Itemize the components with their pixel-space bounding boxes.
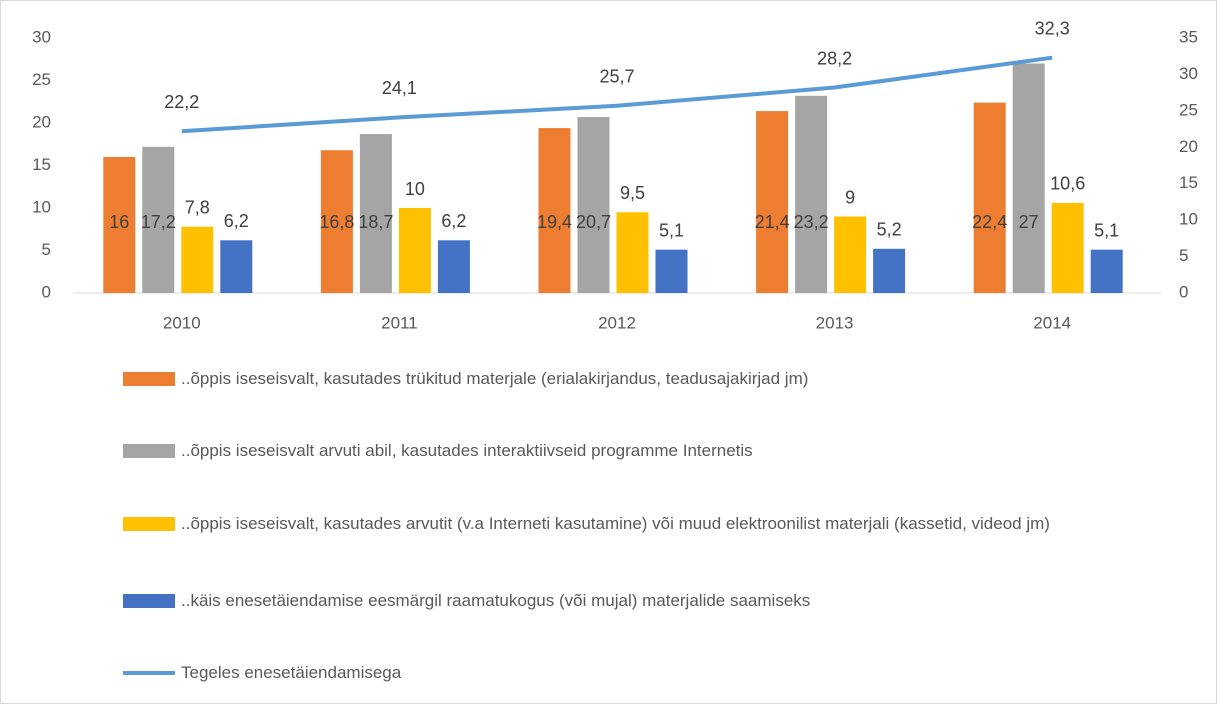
data-label: 9,5 (620, 183, 645, 203)
y-tick-label: 5 (42, 240, 51, 259)
bar (437, 240, 470, 293)
legend-label: Tegeles enesetäiendamisega (181, 663, 402, 682)
data-label: 16 (109, 212, 129, 232)
bar (398, 208, 431, 293)
bar (655, 249, 688, 293)
data-label: 16,8 (319, 212, 354, 232)
data-label: 22,2 (164, 92, 199, 112)
legend-swatch (123, 517, 175, 531)
bar (103, 157, 136, 293)
data-label: 21,4 (755, 212, 790, 232)
data-label: 5,1 (1094, 220, 1119, 240)
legend-entry: ..õppis iseseisvalt, kasutades trükitud … (123, 367, 1123, 391)
y2-tick-label: 30 (1179, 64, 1198, 83)
data-label: 9 (845, 187, 855, 207)
bar (181, 226, 214, 293)
bar (1090, 249, 1123, 293)
y-tick-label: 25 (32, 70, 51, 89)
y2-tick-label: 25 (1179, 100, 1198, 119)
legend-label: ..õppis iseseisvalt, kasutades trükitud … (181, 369, 809, 388)
plot: 0 5 10 15 20 25 30 0 5 10 15 20 25 30 35 2010 2011 2012 20… (32, 18, 1198, 332)
bar (873, 248, 906, 293)
x-tick-label: 2011 (381, 313, 418, 332)
data-label: 24,1 (382, 78, 417, 98)
data-label: 32,3 (1035, 18, 1070, 38)
bar (220, 240, 253, 293)
y2-tick-label: 35 (1179, 27, 1198, 46)
data-label: 6,2 (441, 211, 466, 231)
data-label: 10,6 (1050, 174, 1085, 194)
data-label: 10 (405, 179, 425, 199)
bar (1012, 63, 1045, 293)
y2-tick-label: 20 (1179, 137, 1198, 156)
data-label: 20,7 (576, 212, 611, 232)
legend-label: ..õppis iseseisvalt arvuti abil, kasutad… (181, 441, 753, 460)
x-tick-label: 2012 (598, 313, 636, 332)
y2-tick-label: 0 (1179, 282, 1188, 301)
data-label: 6,2 (224, 211, 249, 231)
bar (756, 111, 789, 293)
data-label: 5,2 (877, 220, 902, 240)
legend-entry: Tegeles enesetäiendamisega (123, 661, 1123, 685)
legend-entry: ..õppis iseseisvalt, kasutades arvutit (… (123, 512, 1123, 536)
y-tick-label: 20 (32, 112, 51, 131)
legend-entry: ..õppis iseseisvalt arvuti abil, kasutad… (123, 439, 1123, 463)
data-label: 27 (1019, 212, 1039, 232)
bar (973, 102, 1006, 293)
data-label: 25,7 (599, 67, 634, 87)
bar (359, 134, 392, 293)
y-tick-label: 0 (42, 282, 51, 301)
data-label: 18,7 (358, 212, 393, 232)
data-label: 17,2 (141, 212, 176, 232)
bar (538, 128, 571, 293)
y-tick-label: 15 (32, 155, 51, 174)
bar (834, 216, 867, 293)
data-label: 19,4 (537, 212, 572, 232)
data-label: 7,8 (185, 197, 210, 217)
data-label: 22,4 (972, 212, 1007, 232)
legend-swatch (123, 594, 175, 608)
bar (616, 212, 649, 293)
bar (577, 117, 610, 293)
y-tick-label: 10 (32, 197, 51, 216)
legend-swatch (123, 444, 175, 458)
legend-swatch (123, 671, 175, 675)
data-label: 23,2 (794, 212, 829, 232)
y2-tick-label: 15 (1179, 173, 1198, 192)
legend-label: ..käis enesetäiendamise eesmärgil raamat… (181, 591, 811, 610)
bar (1051, 202, 1084, 293)
line (181, 55, 1053, 134)
bar (795, 95, 828, 293)
bar (142, 146, 175, 293)
legend-entry: ..käis enesetäiendamise eesmärgil raamat… (123, 589, 1123, 613)
y2-tick-label: 10 (1179, 210, 1198, 229)
legend-label: ..õppis iseseisvalt, kasutades arvutit (… (181, 514, 1050, 533)
data-label: 28,2 (817, 48, 852, 68)
bar (320, 150, 353, 293)
x-tick-label: 2010 (163, 313, 201, 332)
y-tick-label: 30 (32, 27, 51, 46)
x-tick-label: 2014 (1033, 313, 1071, 332)
y2-tick-label: 5 (1179, 246, 1188, 265)
x-tick-label: 2013 (816, 313, 854, 332)
data-label: 5,1 (659, 220, 684, 240)
legend-swatch (123, 372, 175, 386)
